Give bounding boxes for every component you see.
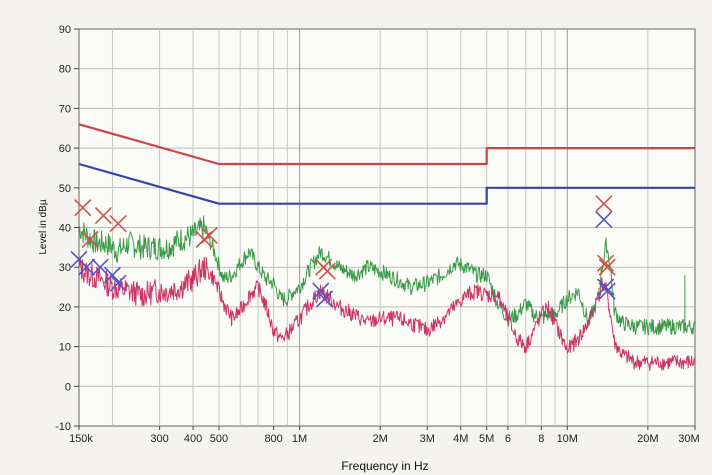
peak-marker-qp — [195, 230, 213, 248]
peak-marker-qp — [81, 230, 99, 248]
y-axis-label: Level in dBµ — [38, 199, 49, 254]
peak-marker-av — [596, 278, 615, 296]
peak-marker-qp — [74, 199, 92, 217]
peak-marker-av — [316, 290, 334, 308]
peak-marker-qp — [109, 214, 127, 233]
peak-marker-qp — [318, 262, 336, 280]
x-tick-label: 150k — [69, 433, 93, 445]
x-tick-label: 5M — [479, 433, 494, 445]
peak-marker-qp — [598, 258, 616, 276]
x-tick-label: 10M — [557, 433, 578, 445]
series-group — [78, 123, 696, 371]
x-tick-label: 400 — [184, 433, 202, 445]
peak-marker-qp — [200, 226, 218, 245]
x-tick-label: 500 — [210, 433, 228, 445]
x-tick-label: 3M — [420, 433, 435, 445]
x-tick-label: 8 — [538, 433, 544, 445]
peak-marker-av — [595, 210, 613, 229]
y-tick-label: 60 — [59, 143, 71, 155]
y-tick-label: -10 — [55, 421, 71, 433]
y-tick-label: 70 — [59, 103, 71, 115]
peak-marker-qp — [596, 254, 615, 272]
y-tick-label: 90 — [59, 24, 71, 36]
y-tick-label: 80 — [59, 64, 71, 76]
series-qp-limit — [78, 123, 695, 166]
x-tick-label: 20M — [637, 433, 658, 445]
series-av-limit — [78, 162, 695, 205]
y-tick-labels: -10 0 10 20 30 40 50 60 70 80 90 — [55, 24, 79, 433]
y-tick-label: 30 — [59, 262, 71, 274]
x-tick-label: 6 — [505, 433, 511, 445]
x-tick-label: 800 — [264, 433, 282, 445]
x-tick-label: 1M — [292, 433, 307, 445]
y-tick-label: 0 — [65, 381, 71, 393]
peak-marker-av — [103, 266, 122, 284]
series-av-trace — [78, 256, 696, 371]
peak-marker-av — [109, 274, 127, 292]
y-tick-label: 10 — [59, 342, 71, 354]
peak-marker-qp — [595, 195, 613, 213]
peak-marker-av — [598, 282, 616, 300]
peak-marker-av — [91, 258, 109, 276]
x-tick-label: 30M — [678, 433, 699, 445]
x-tick-label: 2M — [373, 433, 388, 445]
x-tick-label: 4M — [453, 433, 468, 445]
series-qp-trace — [78, 215, 696, 336]
y-tick-label: 20 — [59, 302, 71, 314]
x-axis-label: Frequency in Hz — [341, 459, 428, 473]
x-tick-label: 300 — [150, 433, 168, 445]
peak-marker-qp — [94, 207, 112, 225]
y-tick-label: 40 — [59, 223, 71, 235]
x-tick-labels: 150k 300 400 500 800 1M 2M 3M 4M 5M 6 8 10M 20M 30M — [69, 426, 700, 445]
peak-marker-av — [77, 258, 96, 276]
y-tick-label: 50 — [59, 183, 71, 195]
peak-markers — [70, 195, 616, 308]
